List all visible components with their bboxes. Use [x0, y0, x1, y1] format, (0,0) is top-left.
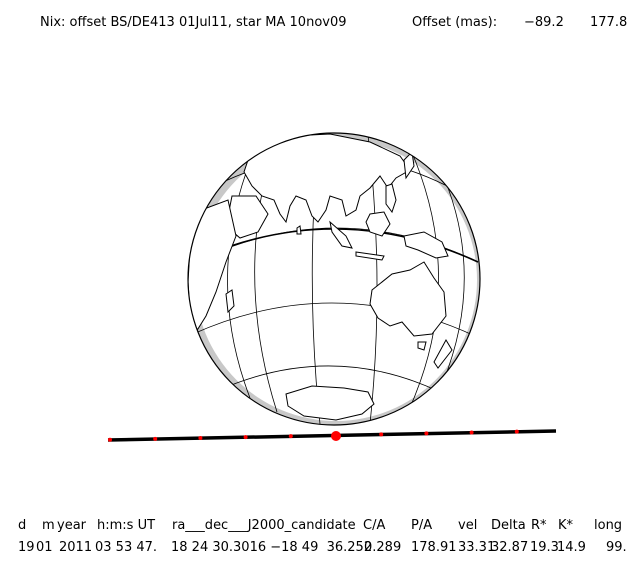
track-minute-marker [243, 435, 248, 440]
table-header-cell: vel [458, 518, 478, 533]
borneo-island [365, 211, 391, 237]
table-value-cell: 19 [18, 540, 35, 555]
chart-title: Nix: offset BS/DE413 01Jul11, star MA 10… [40, 15, 347, 30]
madagascar-island [225, 289, 235, 314]
philippines-islands [385, 183, 397, 214]
java-island [355, 251, 385, 261]
table-header-cell: C/A [363, 518, 386, 533]
table-header-cell: long [594, 518, 623, 533]
track-minute-marker [469, 430, 474, 435]
table-value-cell: 99. [606, 540, 627, 555]
track-minute-marker [424, 431, 429, 436]
occultation-track [107, 429, 557, 442]
track-minute-marker [379, 432, 384, 437]
japan-islands [403, 150, 415, 180]
table-value-cell: 14.9 [557, 540, 586, 555]
track-minute-marker [198, 435, 203, 440]
table-value-cell: 33.31 [458, 540, 496, 555]
table-value-cell: 32.87 [491, 540, 529, 555]
closest-approach-marker [331, 431, 341, 441]
table-value-cell: 0.289 [364, 540, 402, 555]
table-value-cell: 178.91 [411, 540, 457, 555]
australia-landmass [369, 261, 447, 337]
table-header-cell: h:m:s UT [97, 518, 156, 533]
tasmania-island [417, 341, 427, 351]
track-minute-marker [108, 437, 112, 442]
table-header-cell: m [42, 518, 55, 533]
sri-lanka-island [296, 225, 302, 235]
table-value-cell: 18 24 30.3016 −18 49 36.252 [171, 540, 373, 555]
track-minute-marker [153, 436, 158, 441]
table-value-cell: 03 53 47. [95, 540, 158, 555]
globe-outline [187, 132, 481, 426]
new-guinea-island [403, 231, 449, 259]
table-header-cell: R* [531, 518, 547, 533]
table-header-cell: ra___dec___J2000_candidate [172, 518, 356, 533]
track-minute-marker [288, 434, 293, 439]
offset-x-value: −89.2 [524, 15, 564, 30]
sumatra-island [329, 220, 353, 249]
table-header-cell: year [57, 518, 87, 533]
table-header-cell: P/A [411, 518, 433, 533]
antarctica-landmass [285, 385, 375, 421]
new-zealand-islands [433, 338, 453, 369]
table-value-cell: 2011 [59, 540, 93, 555]
table-value-cell: 01 [36, 540, 53, 555]
track-minute-marker [514, 429, 519, 434]
table-header-cell: d [18, 518, 27, 533]
offset-label: Offset (mas): [412, 15, 498, 30]
table-value-cell: 19.3 [530, 540, 559, 555]
offset-y-value: 177.8 [590, 15, 628, 30]
table-header-cell: K* [558, 518, 574, 533]
table-header-cell: Delta [491, 518, 526, 533]
